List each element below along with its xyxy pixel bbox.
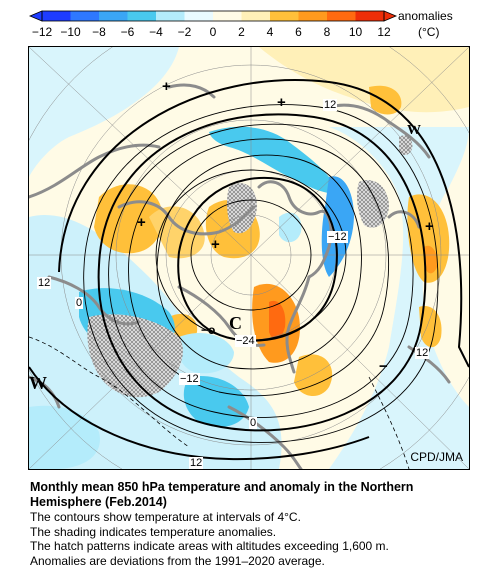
- colorbar-tick-label: −4: [149, 25, 163, 39]
- caption-line: The shading indicates temperature anomal…: [30, 524, 277, 539]
- warm-center-plus-icon: +: [162, 78, 171, 95]
- colorbar-cell: [99, 11, 128, 21]
- warm-center-plus-icon: +: [211, 236, 220, 253]
- warm-center-plus-icon: +: [137, 214, 146, 231]
- colorbar-cell: [327, 11, 356, 21]
- contour-label: 12: [323, 99, 338, 111]
- colorbar-scale: [28, 10, 398, 22]
- map-credit: CPD/JMA: [410, 450, 463, 464]
- colorbar-tick-label: 12: [377, 25, 391, 39]
- colorbar-tick-label: −12: [31, 25, 53, 39]
- colorbar-tick-label: 6: [295, 25, 302, 39]
- contour-label: 12: [415, 347, 430, 359]
- colorbar-cell: [70, 11, 100, 21]
- colorbar-low-arrow: [28, 10, 43, 22]
- contour-label: 0: [249, 417, 258, 429]
- colorbar-tick-label: −6: [120, 25, 135, 39]
- colorbar-title: anomalies: [398, 9, 453, 23]
- caption-title: Monthly mean 850 hPa temperature and ano…: [30, 480, 414, 509]
- colorbar-tick-label: −8: [92, 25, 106, 39]
- colorbar-cell: [156, 11, 185, 21]
- caption-line: Anomalies are deviations from the 1991–2…: [30, 553, 325, 568]
- contour-label: −24: [235, 335, 256, 347]
- colorbar-unit: (°C): [418, 25, 440, 39]
- caption-line: The hatch patterns indicate areas with a…: [30, 539, 389, 553]
- warm-center-plus-icon: +: [425, 218, 434, 235]
- caption-line: The contours show temperature at interva…: [30, 510, 301, 524]
- colorbar-cell: [241, 11, 271, 21]
- colorbar-tick-label: 2: [238, 25, 245, 39]
- colorbar-cell: [184, 11, 214, 21]
- colorbar-cell: [355, 11, 385, 21]
- colorbar: −12 −10 −8 −6 −4 −2 0 2 4 6 8 10 12 anomalies (°C): [0, 0, 480, 42]
- colorbar-cell: [42, 11, 71, 21]
- low-marker-icon: −o: [201, 323, 216, 337]
- west-letter-icon: W: [29, 373, 47, 393]
- colorbar-tick-label: 8: [323, 25, 331, 39]
- colorbar-tick-label: 0: [209, 25, 217, 39]
- polar-map: 12 −12 12 0 −24 −12 0 12 12 + + + + + − …: [28, 46, 470, 470]
- contour-label: 0: [75, 297, 84, 309]
- caption: Monthly mean 850 hPa temperature and ano…: [30, 480, 470, 568]
- map-canvas: [29, 47, 469, 469]
- colorbar-cell: [298, 11, 328, 21]
- colorbar-tick-label: 10: [348, 25, 363, 39]
- contour-label: 12: [189, 457, 204, 469]
- cold-center-minus-icon: −: [379, 358, 388, 375]
- colorbar-high-arrow: [383, 10, 398, 22]
- colorbar-cell: [270, 11, 299, 21]
- contour-label: −12: [327, 231, 348, 243]
- colorbar-cell: [127, 11, 157, 21]
- colorbar-tick-label: −2: [177, 25, 192, 39]
- colorbar-tick-label: 4: [266, 25, 274, 39]
- contour-label: −12: [179, 373, 200, 385]
- west-letter-icon: W: [407, 123, 421, 138]
- contour-label: 12: [37, 277, 52, 289]
- cold-center-c-icon: C: [229, 313, 242, 333]
- colorbar-tick-label: −10: [60, 25, 81, 39]
- colorbar-cell: [213, 11, 242, 21]
- warm-center-plus-icon: +: [277, 94, 286, 111]
